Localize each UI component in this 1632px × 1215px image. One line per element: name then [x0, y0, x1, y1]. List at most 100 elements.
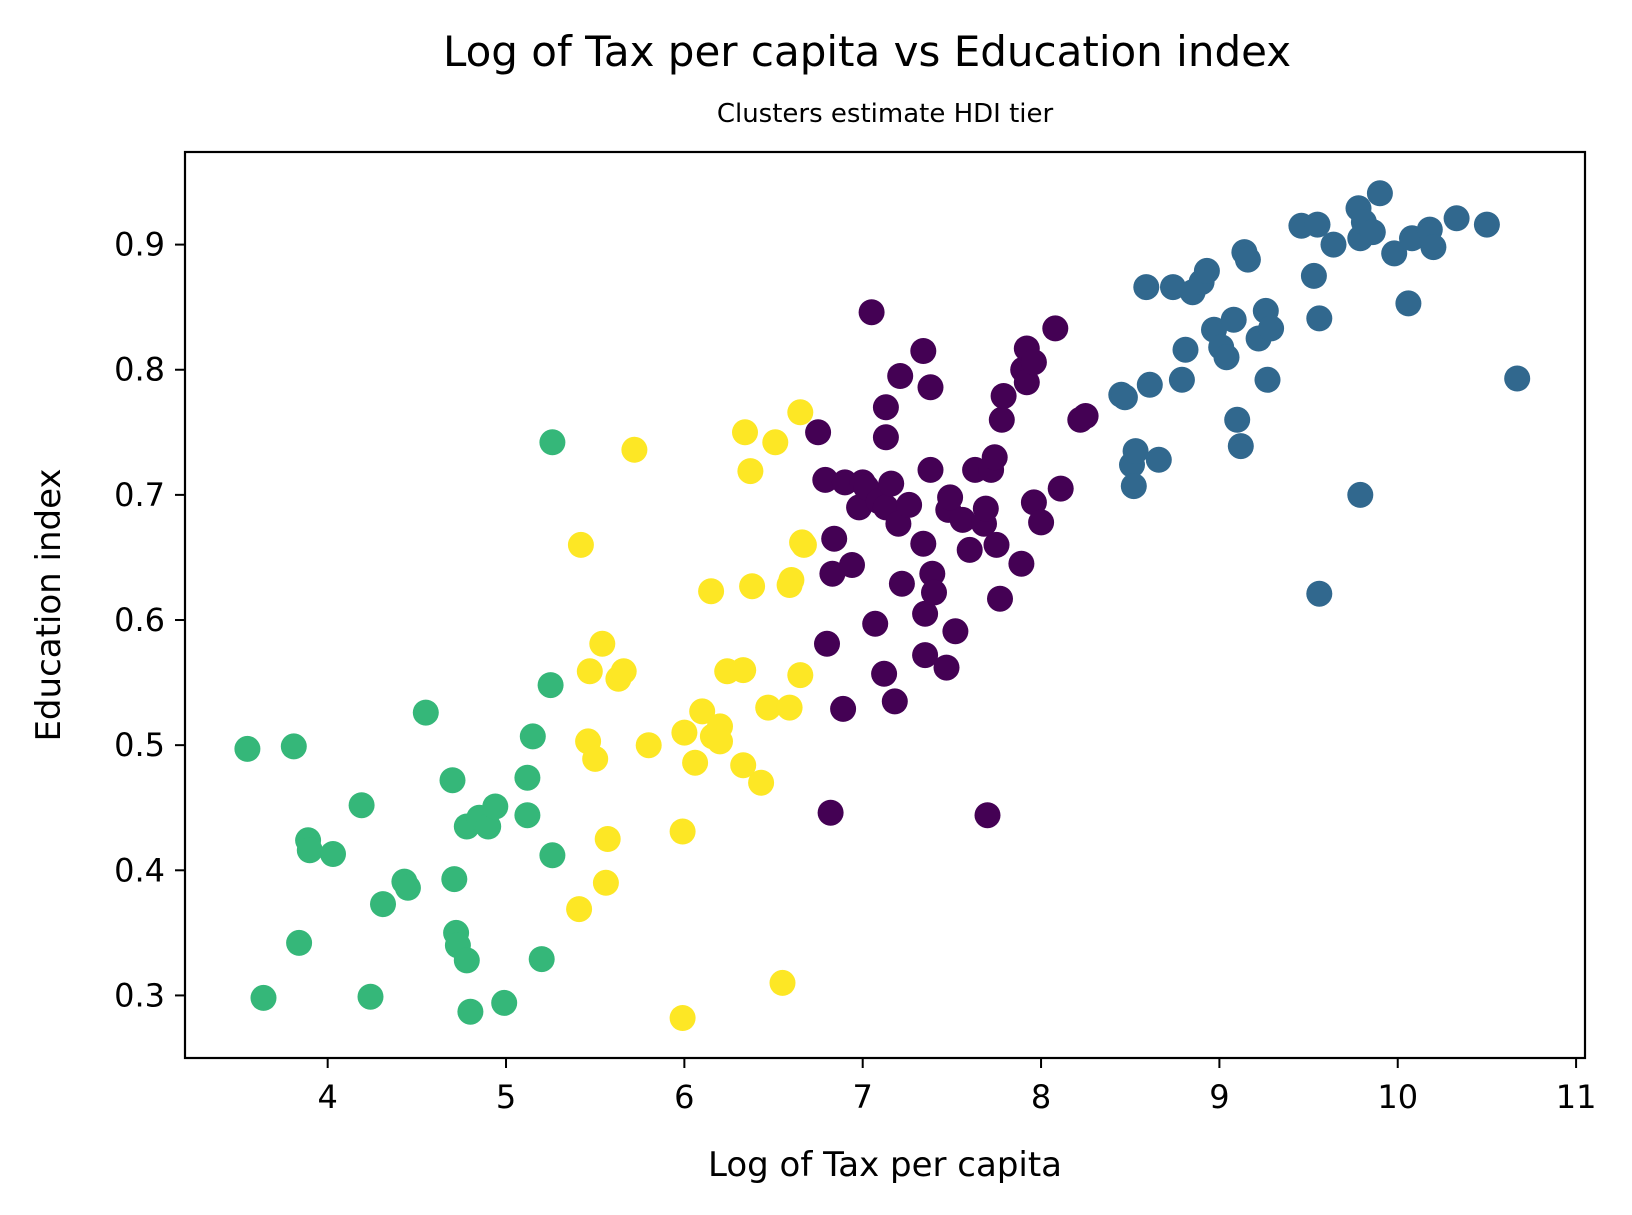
data-point [769, 969, 796, 996]
data-point [669, 1005, 696, 1031]
data-point [839, 552, 865, 578]
data-point [682, 749, 709, 776]
data-point [1220, 306, 1247, 333]
x-tick-label: 9 [1209, 1078, 1229, 1116]
data-point [1395, 290, 1422, 317]
data-point [592, 869, 619, 896]
data-point [812, 466, 839, 493]
data-point [1258, 315, 1285, 342]
data-point [871, 660, 898, 687]
data-point [1443, 205, 1470, 232]
data-point [1172, 336, 1199, 363]
y-tick-label: 0.8 [114, 351, 165, 389]
data-point [1504, 365, 1531, 392]
data-point [881, 688, 908, 715]
data-point [280, 733, 307, 760]
data-point [707, 728, 733, 755]
x-tick-label: 8 [1031, 1078, 1051, 1116]
data-point [412, 699, 439, 726]
data-point [739, 573, 766, 600]
data-point [669, 818, 696, 845]
data-point [805, 419, 832, 446]
data-point [846, 494, 873, 521]
data-point [1168, 366, 1195, 393]
data-point [1304, 211, 1331, 238]
data-point [919, 560, 946, 587]
data-point [1320, 231, 1347, 258]
data-point [635, 732, 662, 759]
data-point [537, 672, 564, 699]
data-point [519, 723, 546, 750]
data-point [1133, 274, 1160, 301]
data-point [787, 662, 814, 689]
y-tick-label: 0.6 [114, 601, 165, 639]
data-point [814, 630, 840, 657]
data-point [872, 424, 899, 451]
data-point [539, 842, 566, 869]
data-point [566, 896, 593, 923]
y-tick-label: 0.4 [114, 851, 165, 889]
data-point [748, 769, 775, 796]
data-point [917, 374, 944, 401]
y-tick-label: 0.5 [114, 726, 165, 764]
x-axis-label: Log of Tax per capita [708, 1145, 1062, 1185]
data-point [956, 536, 983, 563]
data-point [776, 694, 803, 721]
x-tick-label: 5 [496, 1078, 516, 1116]
data-point [1042, 315, 1069, 342]
data-point [972, 495, 999, 522]
data-point [1227, 433, 1254, 460]
data-point [974, 802, 1001, 829]
data-point [983, 531, 1010, 558]
data-point [1047, 475, 1074, 502]
data-point [594, 826, 621, 852]
data-point [491, 989, 518, 1016]
data-point [942, 618, 969, 645]
x-tick-label: 11 [1556, 1078, 1597, 1116]
data-point [981, 444, 1008, 471]
data-point [320, 841, 346, 867]
data-point [357, 983, 384, 1010]
data-point [1381, 240, 1408, 267]
chart-title: Log of Tax per capita vs Education index [443, 27, 1291, 76]
data-point [576, 658, 603, 685]
data-point [394, 874, 421, 901]
data-point [1359, 219, 1386, 246]
data-point [1213, 344, 1240, 371]
data-point [1254, 366, 1281, 393]
data-point [1028, 509, 1055, 536]
data-point [862, 610, 889, 637]
data-point [821, 525, 848, 552]
data-point [787, 399, 814, 426]
data-point [457, 998, 484, 1025]
data-point [910, 530, 937, 557]
data-point [234, 735, 261, 762]
data-point [514, 802, 541, 829]
data-point [1136, 371, 1163, 398]
data-point [762, 429, 789, 456]
data-point [817, 799, 844, 826]
data-point [921, 579, 947, 606]
chart-subtitle: Clusters estimate HDI tier [717, 99, 1054, 129]
data-point [1020, 489, 1047, 516]
data-point [1008, 550, 1035, 577]
data-point [737, 458, 764, 485]
data-point [1122, 438, 1149, 465]
data-point [475, 813, 502, 840]
data-point [567, 531, 594, 558]
x-tick-label: 10 [1377, 1078, 1418, 1116]
data-point [528, 946, 555, 973]
data-point [912, 642, 939, 669]
data-point [250, 984, 277, 1011]
data-point [621, 436, 648, 463]
data-point [790, 531, 817, 558]
data-point [1020, 349, 1047, 376]
y-tick-label: 0.7 [114, 476, 165, 514]
data-point [819, 560, 846, 587]
data-point [896, 491, 923, 518]
data-point [286, 929, 313, 956]
data-point [888, 570, 915, 597]
data-point [348, 792, 375, 819]
